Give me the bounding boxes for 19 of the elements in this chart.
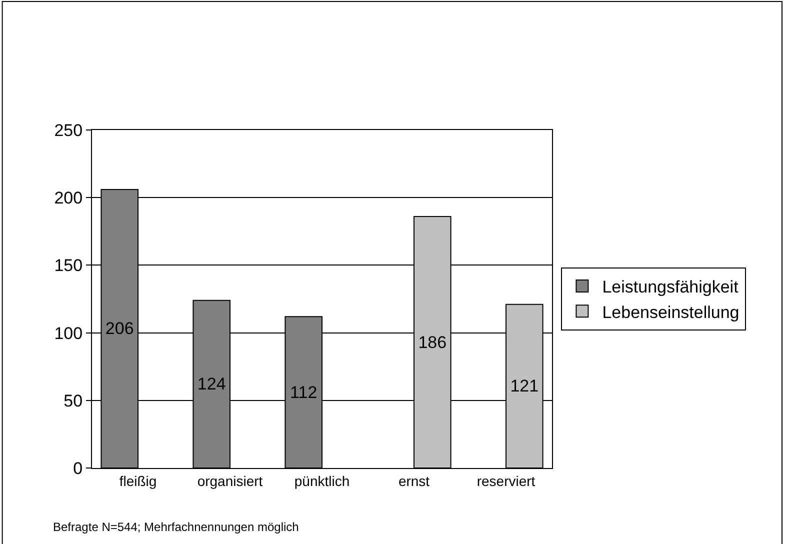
text: Befragte N=544; Mehrfachnennungen möglich: [53, 520, 299, 534]
data-label: 121: [510, 376, 539, 396]
data-label: 112: [290, 382, 318, 402]
data-label: 124: [197, 374, 226, 394]
legend-label: Lebenseinstellung: [602, 302, 740, 322]
x-tick-label: organisiert: [197, 472, 263, 489]
y-tick-label: 250: [54, 120, 83, 140]
y-tick-label: 200: [54, 188, 83, 208]
x-tick-label: fleißig: [119, 472, 157, 489]
legend-label: Leistungsfähigkeit: [602, 278, 739, 297]
y-tick-label: 150: [54, 256, 83, 276]
y-tick-label: 100: [54, 324, 83, 343]
y-tick-label: 50: [64, 391, 83, 410]
x-tick-label: ernst: [398, 472, 430, 489]
x-tick-label: reserviert: [476, 472, 536, 489]
data-label: 186: [418, 332, 447, 352]
x-tick-label: pünktlich: [294, 472, 350, 489]
y-tick-label: 0: [73, 458, 83, 478]
data-label: 206: [105, 319, 134, 338]
